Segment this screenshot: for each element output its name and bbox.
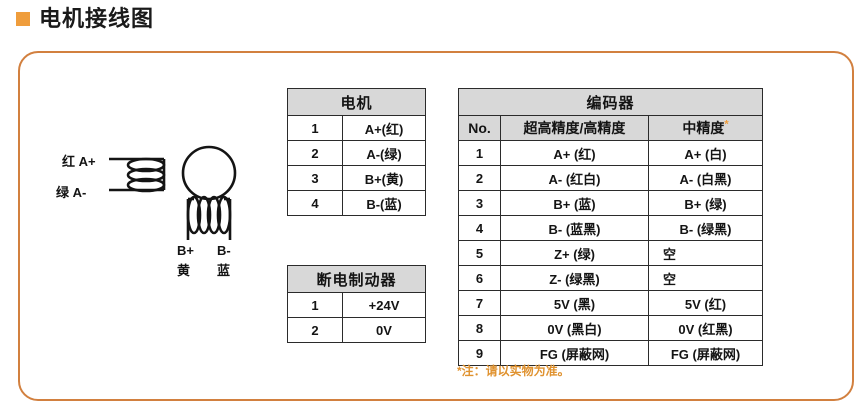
pin-number: 2 [287, 317, 343, 343]
pin-signal-mid: A- (白黑) [647, 165, 764, 191]
pin-signal-mid: 空 [647, 240, 764, 266]
pin-signal-high: B+ (蓝) [500, 190, 649, 216]
pin-number: 1 [458, 140, 501, 166]
table-row: 6 Z- (绿黑) 空 [458, 265, 764, 291]
table-row: 3 B+(黄) [287, 165, 427, 191]
table-row: 4 B- (蓝黑) B- (绿黑) [458, 215, 764, 241]
pin-signal-mid: FG (屏蔽网) [647, 340, 764, 366]
pin-signal-high: Z- (绿黑) [500, 265, 649, 291]
pin-signal-mid: 5V (红) [647, 290, 764, 316]
table-row: 4 B-(蓝) [287, 190, 427, 216]
pin-number: 3 [287, 165, 343, 191]
pin-number: 4 [458, 215, 501, 241]
table-subheader-row: No. 超高精度/高精度 中精度* [458, 115, 764, 141]
table-row: 2 A-(绿) [287, 140, 427, 166]
pin-signal-high: Z+ (绿) [500, 240, 649, 266]
diagram-label-b-plus: B+ [177, 243, 194, 258]
encoder-pinout-table: 编码器 No. 超高精度/高精度 中精度* 1 A+ (红) A+ (白) 2 … [457, 88, 764, 366]
orange-square-bullet-icon [16, 12, 30, 26]
pin-signal-high: FG (屏蔽网) [500, 340, 649, 366]
column-header-high-precision: 超高精度/高精度 [500, 115, 649, 141]
page-title-row: 电机接线图 [16, 8, 154, 30]
pin-signal-mid: B+ (绿) [647, 190, 764, 216]
diagram-label-a-minus: 绿 A- [56, 185, 87, 200]
diagram-label-b-minus-color: 蓝 [217, 263, 231, 278]
table-row: 5 Z+ (绿) 空 [458, 240, 764, 266]
brake-table-body: 1 +24V 2 0V [287, 292, 427, 343]
pin-signal-mid: A+ (白) [647, 140, 764, 166]
pin-signal-high: A- (红白) [500, 165, 649, 191]
table-row: 1 +24V [287, 292, 427, 318]
page-title: 电机接线图 [39, 6, 155, 31]
pin-number: 1 [287, 115, 343, 141]
table-row: 2 0V [287, 317, 427, 343]
table-row: 1 A+ (红) A+ (白) [458, 140, 764, 166]
pin-signal-high: 5V (黑) [500, 290, 649, 316]
table-row: 3 B+ (蓝) B+ (绿) [458, 190, 764, 216]
diagram-label-a-plus: 红 A+ [62, 154, 96, 169]
column-header-mid-precision-text: 中精度 [682, 120, 725, 136]
pin-number: 2 [287, 140, 343, 166]
column-header-no: No. [458, 115, 501, 141]
brake-table-title: 断电制动器 [286, 265, 427, 293]
pin-number: 8 [458, 315, 501, 341]
brake-pinout-table: 断电制动器 1 +24V 2 0V [286, 265, 427, 343]
footnote-marker-asterisk: * [724, 118, 729, 131]
pin-signal: +24V [341, 292, 427, 318]
table-row: 9 FG (屏蔽网) FG (屏蔽网) [458, 340, 764, 366]
coil-schematic-svg [109, 145, 237, 240]
pin-signal: B+(黄) [341, 165, 427, 191]
diagram-label-b-plus-color: 黄 [177, 263, 191, 278]
diagram-label-b-minus: B- [217, 243, 231, 258]
pin-number: 1 [287, 292, 343, 318]
table-header-row: 断电制动器 [286, 265, 427, 293]
pin-signal: 0V [341, 317, 427, 343]
table-row: 2 A- (红白) A- (白黑) [458, 165, 764, 191]
pin-number: 6 [458, 265, 501, 291]
pin-signal-high: A+ (红) [500, 140, 649, 166]
motor-table-body: 1 A+(红) 2 A-(绿) 3 B+(黄) 4 B-(蓝) [287, 115, 427, 216]
motor-pinout-table: 电机 1 A+(红) 2 A-(绿) 3 B+(黄) 4 B-(蓝) [286, 88, 427, 216]
pin-number: 2 [458, 165, 501, 191]
pin-signal: B-(蓝) [341, 190, 427, 216]
encoder-table-title: 编码器 [457, 88, 764, 116]
encoder-table-body: 1 A+ (红) A+ (白) 2 A- (红白) A- (白黑) 3 B+ (… [458, 140, 764, 366]
column-header-mid-precision: 中精度* [647, 115, 764, 141]
pin-signal-high: 0V (黑白) [500, 315, 649, 341]
table-row: 1 A+(红) [287, 115, 427, 141]
table-row: 8 0V (黑白) 0V (红黑) [458, 315, 764, 341]
pin-number: 5 [458, 240, 501, 266]
pin-signal-mid: 空 [647, 265, 764, 291]
pin-signal-high: B- (蓝黑) [500, 215, 649, 241]
motor-coil-diagram: 红 A+ 绿 A- B+ B- 黄 蓝 [46, 95, 276, 305]
pin-signal: A-(绿) [341, 140, 427, 166]
motor-table-title: 电机 [286, 88, 427, 116]
pin-number: 4 [287, 190, 343, 216]
pin-number: 9 [458, 340, 501, 366]
pin-signal-mid: B- (绿黑) [647, 215, 764, 241]
table-header-row: 编码器 [457, 88, 764, 116]
table-row: 7 5V (黑) 5V (红) [458, 290, 764, 316]
pin-number: 3 [458, 190, 501, 216]
pin-signal-mid: 0V (红黑) [647, 315, 764, 341]
pin-number: 7 [458, 290, 501, 316]
pin-signal: A+(红) [341, 115, 427, 141]
footnote-text: *注：请以实物为准。 [457, 364, 570, 378]
table-header-row: 电机 [286, 88, 427, 116]
